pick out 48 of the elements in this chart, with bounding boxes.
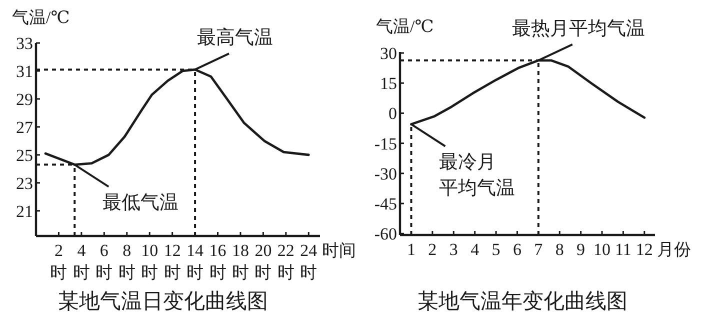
y-tick-label: -30 [374, 164, 397, 184]
annotation: 最冷月平均气温 [439, 152, 516, 200]
x-tick-label: 4 [470, 240, 480, 259]
x-tick-label: 2 [428, 240, 437, 259]
x-axis-title: 时间 [322, 241, 356, 260]
y-tick-label: -60 [374, 224, 397, 244]
x-tick-label: 5 [492, 240, 500, 259]
x-tick-label: 20时 [254, 241, 272, 282]
y-axis-title: 气温/℃ [376, 17, 434, 36]
text: 某地气温年变化曲线图 [418, 289, 628, 313]
x-tick-label: 8 [555, 240, 564, 259]
x-tick-label: 18时 [232, 241, 249, 282]
x-tick-label: 10 [594, 240, 611, 259]
x-tick-label: 9 [576, 240, 586, 259]
y-tick-label: 27 [16, 118, 34, 137]
x-tick-label: 2时 [50, 241, 68, 282]
y-tick-label: 33 [16, 34, 33, 53]
annotation: 最低气温 [102, 192, 179, 214]
y-axis-title: 气温/℃ [12, 8, 70, 27]
y-tick-label: 15 [380, 74, 397, 94]
x-axis-title: 月份 [657, 240, 691, 259]
x-tick-label: 10时 [141, 241, 158, 282]
y-tick-label: 23 [16, 174, 33, 193]
x-tick-label: 8时 [118, 241, 136, 282]
y-tick-label: 25 [16, 146, 33, 165]
x-tick-label: 12 [636, 240, 653, 259]
y-tick-label: 0 [388, 104, 397, 124]
x-tick-label: 7 [534, 240, 544, 259]
x-tick-label: 16时 [209, 241, 226, 282]
y-tick-label: 30 [380, 44, 397, 64]
x-tick-label: 11 [615, 240, 632, 259]
annotation: 最热月平均气温 [512, 18, 645, 40]
y-tick-label: 21 [16, 202, 33, 221]
x-tick-label: 3 [449, 240, 458, 259]
x-tick-label: 12时 [164, 241, 181, 282]
y-tick-label: 29 [16, 90, 33, 109]
x-tick-label: 14时 [186, 241, 204, 282]
y-tick-label: -15 [374, 134, 397, 154]
y-tick-label: 31 [16, 62, 33, 81]
x-tick-label: 6 [512, 240, 522, 259]
x-tick-label: 1 [406, 240, 416, 259]
annotation: 最高气温 [197, 26, 274, 49]
x-tick-label: 6时 [96, 241, 113, 282]
text: 某地气温日变化曲线图 [58, 289, 268, 313]
y-tick-label: -45 [374, 194, 397, 214]
x-tick-label: 24时 [300, 241, 318, 282]
x-tick-label: 22时 [277, 241, 294, 282]
x-tick-label: 4时 [72, 241, 90, 282]
